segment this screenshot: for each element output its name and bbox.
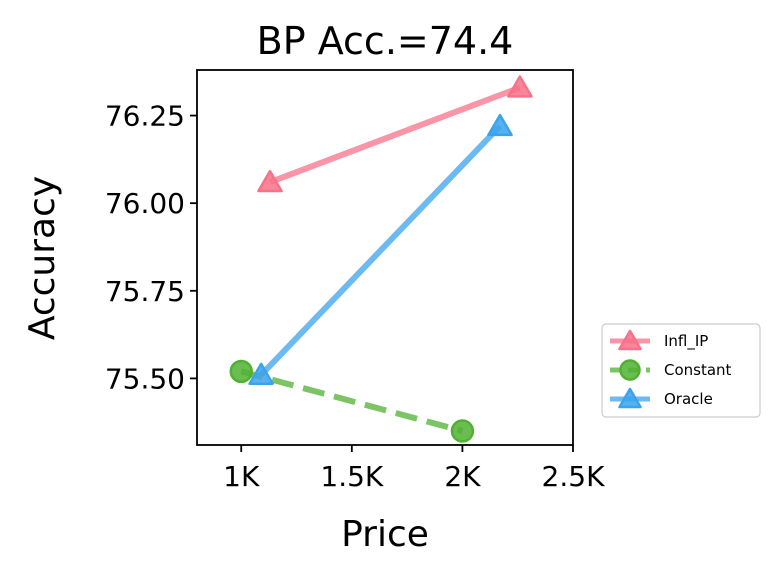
data-point <box>487 113 513 137</box>
series-line <box>240 368 464 434</box>
x-tick-label: 1.5K <box>320 460 384 493</box>
y-tick-label: 75.75 <box>105 275 185 308</box>
legend-entry: Infl_IP <box>610 329 708 351</box>
y-tick-label: 76.00 <box>105 187 185 220</box>
legend-label: Infl_IP <box>664 332 708 351</box>
legend-label: Constant <box>664 361 732 379</box>
data-point <box>248 362 274 385</box>
data-point <box>507 75 533 98</box>
legend: Infl_IP Constant Oracle <box>601 323 761 418</box>
chart-title: BP Acc.=74.4 <box>257 19 514 63</box>
y-axis-label: Accuracy <box>22 176 63 340</box>
legend-entry: Constant <box>610 359 732 381</box>
plot-area <box>229 75 533 443</box>
legend-marker <box>618 387 642 409</box>
x-tick-label: 1K <box>223 460 260 493</box>
series-line <box>268 84 521 185</box>
y-tick-label: 75.50 <box>105 362 185 395</box>
legend-marker <box>619 359 641 381</box>
series-infl-ip <box>257 75 533 193</box>
y-tick-label: 76.25 <box>105 100 185 133</box>
data-point <box>257 169 283 193</box>
legend-label: Oracle <box>664 390 713 408</box>
plot-frame <box>196 69 574 446</box>
legend-box <box>601 323 761 418</box>
x-axis-label: Price <box>341 514 429 555</box>
legend-entry: Oracle <box>610 387 713 409</box>
series-constant <box>229 359 475 443</box>
data-point <box>229 359 253 384</box>
x-tick-label: 2.5K <box>542 460 606 493</box>
series-oracle <box>248 113 513 385</box>
data-point <box>450 419 475 443</box>
legend-marker <box>618 329 642 351</box>
axes: 1K 1.5K 2K 2.5K 75.50 75.75 76.00 76.25 <box>105 69 606 493</box>
x-tick-label: 2K <box>444 460 481 493</box>
series-line <box>258 123 503 377</box>
